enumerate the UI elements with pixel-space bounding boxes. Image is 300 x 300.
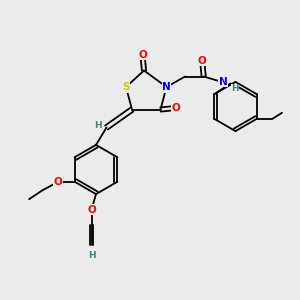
Text: H: H	[88, 251, 95, 260]
Text: N: N	[219, 77, 228, 87]
Text: S: S	[122, 82, 130, 92]
Text: O: O	[87, 205, 96, 215]
Text: O: O	[54, 177, 63, 187]
Text: O: O	[138, 50, 147, 60]
Text: H: H	[231, 84, 239, 93]
Text: H: H	[94, 121, 102, 130]
Text: O: O	[198, 56, 207, 66]
Text: O: O	[172, 103, 181, 113]
Text: N: N	[162, 82, 171, 92]
